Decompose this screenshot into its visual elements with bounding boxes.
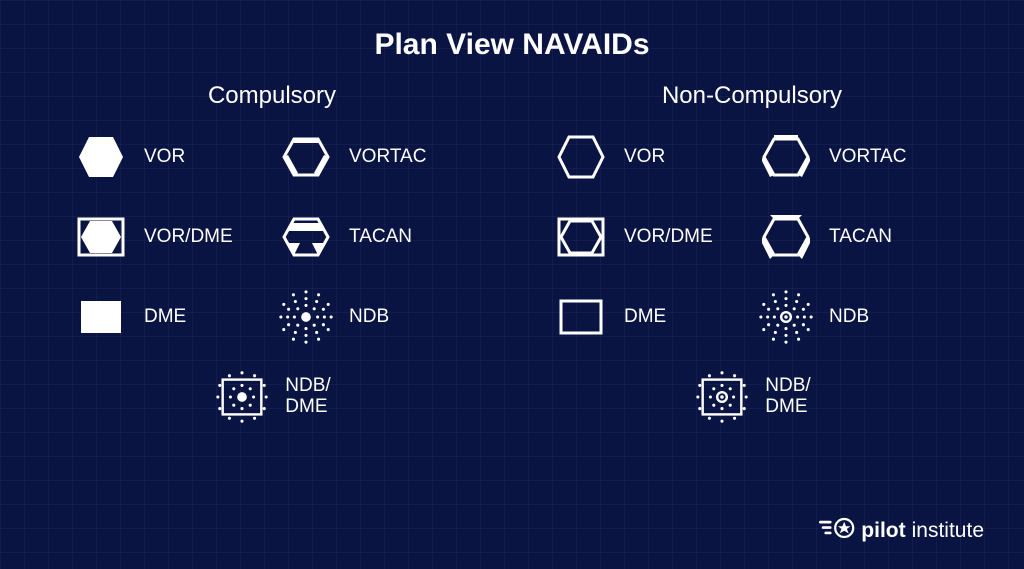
label: DME xyxy=(624,307,666,328)
label: VORTAC xyxy=(829,147,906,168)
ndb-outline-icon xyxy=(757,288,815,346)
vordme-filled-icon xyxy=(72,208,130,266)
label: NDB xyxy=(829,307,869,328)
brand-logo: pilot institute xyxy=(819,517,984,545)
item-vor-noncompulsory: VOR xyxy=(552,128,747,186)
label: VORTAC xyxy=(349,147,426,168)
wing-star-icon xyxy=(819,517,855,545)
ndb-filled-icon xyxy=(277,288,335,346)
item-tacan-compulsory: TACAN xyxy=(277,208,472,266)
grid-compulsory: VOR VORTAC xyxy=(72,128,472,426)
item-tacan-noncompulsory: TACAN xyxy=(757,208,952,266)
page-title: Plan View NAVAIDs xyxy=(0,0,1024,62)
col-noncompulsory: Non-Compulsory VOR VORTAC xyxy=(552,82,952,426)
heading-compulsory: Compulsory xyxy=(72,82,472,110)
item-vordme-noncompulsory: VOR/DME xyxy=(552,208,747,266)
label: NDB/ DME xyxy=(285,376,330,418)
brand-text-b: institute xyxy=(912,519,984,543)
item-vordme-compulsory: VOR/DME xyxy=(72,208,267,266)
label: VOR xyxy=(624,147,665,168)
item-vor-compulsory: VOR xyxy=(72,128,267,186)
item-ndbdme-noncompulsory: NDB/ DME xyxy=(552,368,952,426)
tacan-outline-icon xyxy=(757,208,815,266)
label: VOR/DME xyxy=(624,227,713,248)
label: NDB xyxy=(349,307,389,328)
label: NDB/ DME xyxy=(765,376,810,418)
dme-outline-icon xyxy=(552,288,610,346)
columns-wrap: Compulsory VOR VORTAC xyxy=(0,82,1024,426)
label: TACAN xyxy=(349,227,412,248)
label: TACAN xyxy=(829,227,892,248)
item-ndbdme-compulsory: NDB/ DME xyxy=(72,368,472,426)
item-dme-noncompulsory: DME xyxy=(552,288,747,346)
label: DME xyxy=(144,307,186,328)
vor-outline-icon xyxy=(552,128,610,186)
vordme-outline-icon xyxy=(552,208,610,266)
dme-filled-icon xyxy=(72,288,130,346)
vortac-outline-icon xyxy=(757,128,815,186)
ndbdme-filled-icon xyxy=(213,368,271,426)
label: VOR xyxy=(144,147,185,168)
item-vortac-compulsory: VORTAC xyxy=(277,128,472,186)
item-dme-compulsory: DME xyxy=(72,288,267,346)
col-compulsory: Compulsory VOR VORTAC xyxy=(72,82,472,426)
tacan-filled-icon xyxy=(277,208,335,266)
item-vortac-noncompulsory: VORTAC xyxy=(757,128,952,186)
item-ndb-compulsory: NDB xyxy=(277,288,472,346)
heading-noncompulsory: Non-Compulsory xyxy=(552,82,952,110)
vortac-filled-icon xyxy=(277,128,335,186)
label: VOR/DME xyxy=(144,227,233,248)
item-ndb-noncompulsory: NDB xyxy=(757,288,952,346)
ndbdme-outline-icon xyxy=(693,368,751,426)
brand-text-a: pilot xyxy=(861,519,905,543)
grid-noncompulsory: VOR VORTAC xyxy=(552,128,952,426)
vor-filled-icon xyxy=(72,128,130,186)
